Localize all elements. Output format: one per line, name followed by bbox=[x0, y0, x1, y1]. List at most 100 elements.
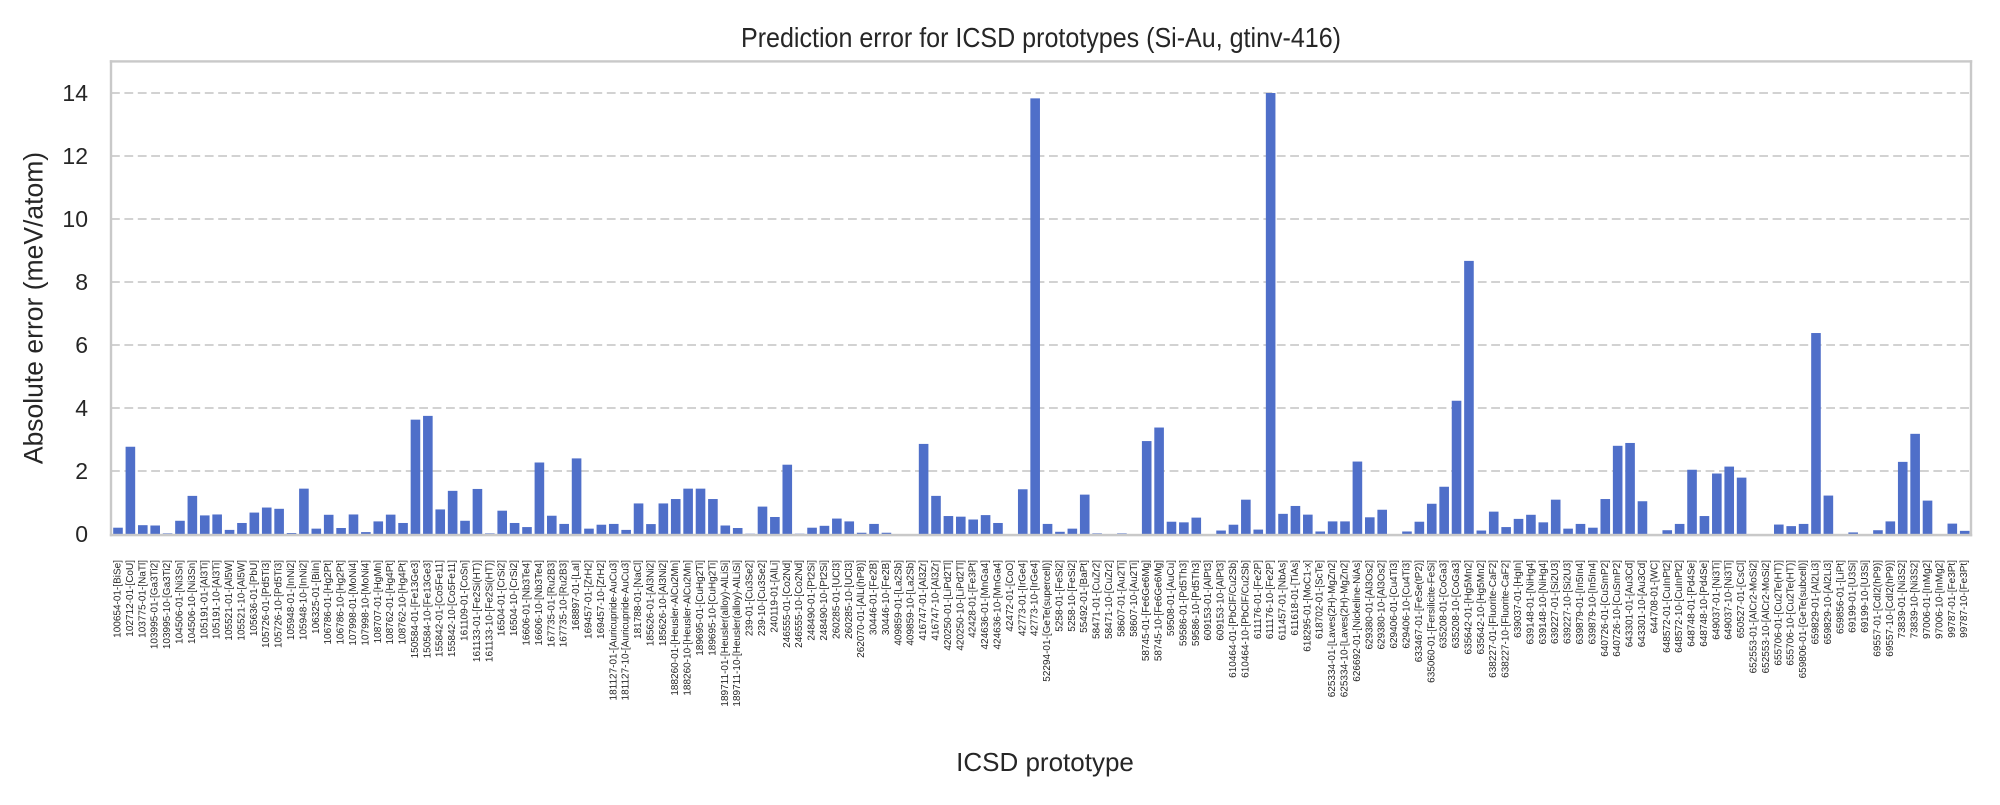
svg-text:424636-01-[MnGa4]: 424636-01-[MnGa4] bbox=[980, 560, 991, 650]
svg-text:161133-10-[Fe2Si(HT)]: 161133-10-[Fe2Si(HT)] bbox=[484, 560, 495, 662]
svg-text:99787-01-[Fe3Pt]: 99787-01-[Fe3Pt] bbox=[1947, 560, 1958, 638]
svg-text:Prediction error for ICSD prot: Prediction error for ICSD prototypes (Si… bbox=[741, 22, 1341, 53]
svg-text:639879-10-[In5In4]: 639879-10-[In5In4] bbox=[1587, 560, 1598, 645]
svg-text:246555-10-[Co2Nd]: 246555-10-[Co2Nd] bbox=[794, 560, 805, 648]
svg-text:655706-01-[Cu2Te(HT)]: 655706-01-[Cu2Te(HT)] bbox=[1773, 560, 1784, 666]
svg-text:185626-01-[Al3Ni2]: 185626-01-[Al3Ni2] bbox=[645, 560, 656, 646]
svg-text:611618-01-[TiAs]: 611618-01-[TiAs] bbox=[1290, 560, 1301, 636]
svg-text:188260-10-[Heusler-AlCu2Mn]: 188260-10-[Heusler-AlCu2Mn] bbox=[683, 560, 694, 696]
svg-text:650527-01-[CsCl]: 650527-01-[CsCl] bbox=[1736, 560, 1747, 639]
svg-text:104506-10-[Ni3Sn]: 104506-10-[Ni3Sn] bbox=[187, 560, 198, 644]
svg-text:30446-01-[Fe2B]: 30446-01-[Fe2B] bbox=[869, 560, 880, 635]
svg-text:420250-01-[LiPd2Tl]: 420250-01-[LiPd2Tl] bbox=[943, 560, 954, 651]
svg-text:648572-10-[CuInPt2]: 648572-10-[CuInPt2] bbox=[1674, 560, 1685, 653]
svg-text:69557-01-[CdI2(hP9)]: 69557-01-[CdI2(hP9)] bbox=[1872, 560, 1883, 657]
svg-text:58607-01-[Au2Ti]: 58607-01-[Au2Ti] bbox=[1116, 560, 1127, 637]
svg-text:58745-01-[Fe6Ge6Mg]: 58745-01-[Fe6Ge6Mg] bbox=[1141, 560, 1152, 661]
svg-text:648572-01-[CuInPt2]: 648572-01-[CuInPt2] bbox=[1662, 560, 1673, 653]
svg-text:181788-01-[NaCl]: 181788-01-[NaCl] bbox=[633, 560, 644, 639]
svg-text:659829-10-[Al2Li3]: 659829-10-[Al2Li3] bbox=[1823, 560, 1834, 645]
svg-text:625334-01-[Laves(2H)-MgZn2]: 625334-01-[Laves(2H)-MgZn2] bbox=[1327, 560, 1338, 698]
svg-text:104506-01-[Ni3Sn]: 104506-01-[Ni3Sn] bbox=[174, 560, 185, 644]
svg-text:103995-01-[Ga3Ti2]: 103995-01-[Ga3Ti2] bbox=[150, 560, 161, 649]
svg-text:181127-01-[Auricupride-AuCu3]: 181127-01-[Auricupride-AuCu3] bbox=[608, 560, 619, 701]
svg-text:2: 2 bbox=[75, 458, 88, 484]
svg-text:59586-10-[Pd5Th3]: 59586-10-[Pd5Th3] bbox=[1191, 560, 1202, 646]
svg-text:635060-01-[Fersilicite-FeSi]: 635060-01-[Fersilicite-FeSi] bbox=[1426, 560, 1437, 683]
svg-text:609153-10-[AlPt3]: 609153-10-[AlPt3] bbox=[1216, 560, 1227, 641]
svg-text:73839-10-[Ni3S2]: 73839-10-[Ni3S2] bbox=[1910, 560, 1921, 639]
svg-text:652553-10-[AlCr2-MoSi2]: 652553-10-[AlCr2-MoSi2] bbox=[1761, 560, 1772, 674]
svg-text:106786-01-[Hg2Pt]: 106786-01-[Hg2Pt] bbox=[323, 560, 334, 645]
svg-text:161109-01-[CoSn]: 161109-01-[CoSn] bbox=[460, 560, 471, 641]
svg-text:107998-01-[MoNi4]: 107998-01-[MoNi4] bbox=[348, 560, 359, 646]
svg-text:59586-01-[Pd5Th3]: 59586-01-[Pd5Th3] bbox=[1178, 560, 1189, 646]
svg-text:105521-01-[Al5W]: 105521-01-[Al5W] bbox=[224, 560, 235, 641]
svg-text:639037-01-[HgIn]: 639037-01-[HgIn] bbox=[1513, 560, 1524, 638]
svg-text:189711-01-[Heusler(alloy)-AlLi: 189711-01-[Heusler(alloy)-AlLiSi] bbox=[720, 560, 731, 707]
svg-text:649037-01-[Ni3Ti]: 649037-01-[Ni3Ti] bbox=[1711, 560, 1722, 640]
svg-text:69557-10-[CdI2(hP9)]: 69557-10-[CdI2(hP9)] bbox=[1885, 560, 1896, 657]
svg-text:42773-10-[IrGe4]: 42773-10-[IrGe4] bbox=[1030, 560, 1041, 636]
svg-text:5258-10-[FeSi2]: 5258-10-[FeSi2] bbox=[1067, 560, 1078, 632]
svg-text:107998-10-[MoNi4]: 107998-10-[MoNi4] bbox=[360, 560, 371, 646]
svg-text:640726-10-[CuSmP2]: 640726-10-[CuSmP2] bbox=[1612, 560, 1623, 657]
svg-text:189711-10-[Heusler(alloy)-AlLi: 189711-10-[Heusler(alloy)-AlLiSi] bbox=[732, 560, 743, 707]
svg-text:638227-10-[Fluorite-CaF2]: 638227-10-[Fluorite-CaF2] bbox=[1501, 560, 1512, 678]
svg-text:181127-10-[Auricupride-AuCu3]: 181127-10-[Auricupride-AuCu3] bbox=[621, 560, 632, 701]
svg-text:105948-10-[InNi2]: 105948-10-[InNi2] bbox=[298, 560, 309, 640]
svg-text:108762-01-[Hg4Pt]: 108762-01-[Hg4Pt] bbox=[385, 560, 396, 645]
svg-text:6: 6 bbox=[75, 332, 88, 358]
svg-text:655706-10-[Cu2Te(HT)]: 655706-10-[Cu2Te(HT)] bbox=[1786, 560, 1797, 666]
svg-text:155842-01-[Co5Fe11]: 155842-01-[Co5Fe11] bbox=[435, 560, 446, 657]
svg-text:97006-01-[InMg2]: 97006-01-[InMg2] bbox=[1922, 560, 1933, 639]
svg-text:58471-01-[CuZr2]: 58471-01-[CuZr2] bbox=[1092, 560, 1103, 639]
svg-text:42428-01-[Fe3Pt]: 42428-01-[Fe3Pt] bbox=[968, 560, 979, 638]
svg-text:52294-01-[GeTe(supercell)]: 52294-01-[GeTe(supercell)] bbox=[1042, 560, 1053, 682]
svg-text:69199-10-[U3Si]: 69199-10-[U3Si] bbox=[1860, 560, 1871, 633]
svg-text:16504-01-[CrSi2]: 16504-01-[CrSi2] bbox=[497, 560, 508, 636]
svg-text:629406-01-[Cu4Ti3]: 629406-01-[Cu4Ti3] bbox=[1389, 560, 1400, 649]
svg-text:638227-01-[Fluorite-CaF2]: 638227-01-[Fluorite-CaF2] bbox=[1488, 560, 1499, 678]
svg-text:161133-01-[Fe2Si(HT)]: 161133-01-[Fe2Si(HT)] bbox=[472, 560, 483, 662]
svg-text:169457-01-[ZrH2]: 169457-01-[ZrH2] bbox=[583, 560, 594, 639]
svg-text:4: 4 bbox=[75, 395, 88, 421]
svg-text:100654-01-[BiSe]: 100654-01-[BiSe] bbox=[113, 560, 124, 638]
svg-text:99787-10-[Fe3Pt]: 99787-10-[Fe3Pt] bbox=[1959, 560, 1970, 638]
svg-text:14: 14 bbox=[62, 80, 88, 106]
svg-text:629380-01-[Al3Os2]: 629380-01-[Al3Os2] bbox=[1364, 560, 1375, 650]
svg-text:639148-10-[NiHg4]: 639148-10-[NiHg4] bbox=[1538, 560, 1549, 645]
svg-text:240119-01-[AlLi]: 240119-01-[AlLi] bbox=[769, 560, 780, 633]
svg-text:409859-01-[La2Sb]: 409859-01-[La2Sb] bbox=[893, 560, 904, 646]
svg-text:649037-10-[Ni3Ti]: 649037-10-[Ni3Ti] bbox=[1724, 560, 1735, 640]
svg-text:42472-01-[CoO]: 42472-01-[CoO] bbox=[1005, 560, 1016, 632]
svg-text:635642-10-[Hg5Mn2]: 635642-10-[Hg5Mn2] bbox=[1476, 560, 1487, 655]
svg-text:409859-10-[La2Sb]: 409859-10-[La2Sb] bbox=[906, 560, 917, 646]
svg-text:611176-10-[Fe2P]: 611176-10-[Fe2P] bbox=[1265, 560, 1276, 639]
svg-text:102712-01-[CoU]: 102712-01-[CoU] bbox=[125, 560, 136, 637]
svg-text:635208-01-[CoGa3]: 635208-01-[CoGa3] bbox=[1439, 560, 1450, 649]
svg-text:611457-01-[NbAs]: 611457-01-[NbAs] bbox=[1278, 560, 1289, 641]
svg-text:188260-01-[Heusler-AlCu2Mn]: 188260-01-[Heusler-AlCu2Mn] bbox=[670, 560, 681, 696]
svg-text:648748-01-[Pd4Se]: 648748-01-[Pd4Se] bbox=[1687, 560, 1698, 647]
svg-text:59508-01-[AuCu]: 59508-01-[AuCu] bbox=[1166, 560, 1177, 636]
svg-text:ICSD prototype: ICSD prototype bbox=[956, 747, 1134, 777]
svg-text:246555-01-[Co2Nd]: 246555-01-[Co2Nd] bbox=[782, 560, 793, 648]
svg-text:639227-01-[Si2U3]: 639227-01-[Si2U3] bbox=[1550, 560, 1561, 644]
svg-text:640726-01-[CuSmP2]: 640726-01-[CuSmP2] bbox=[1600, 560, 1611, 657]
svg-text:105636-01-[PbU]: 105636-01-[PbU] bbox=[249, 560, 260, 636]
svg-text:73839-01-[Ni3S2]: 73839-01-[Ni3S2] bbox=[1897, 560, 1908, 639]
svg-text:610464-10-[PbClF/Cu2Sb]: 610464-10-[PbClF/Cu2Sb] bbox=[1240, 560, 1251, 678]
svg-text:58607-10-[Au2Ti]: 58607-10-[Au2Ti] bbox=[1129, 560, 1140, 637]
svg-text:42773-01-[IrGe4]: 42773-01-[IrGe4] bbox=[1017, 560, 1028, 636]
svg-text:652553-01-[AlCr2-MoSi2]: 652553-01-[AlCr2-MoSi2] bbox=[1749, 560, 1760, 674]
svg-text:260285-10-[UCl3]: 260285-10-[UCl3] bbox=[844, 560, 855, 639]
svg-text:150584-01-[Fe13Ge3]: 150584-01-[Fe13Ge3] bbox=[410, 560, 421, 659]
svg-text:611176-01-[Fe2P]: 611176-01-[Fe2P] bbox=[1253, 560, 1264, 639]
svg-text:0: 0 bbox=[75, 521, 88, 547]
svg-text:108762-10-[Hg4Pt]: 108762-10-[Hg4Pt] bbox=[398, 560, 409, 645]
svg-text:635208-10-[CoGa3]: 635208-10-[CoGa3] bbox=[1451, 560, 1462, 649]
svg-text:424636-10-[MnGa4]: 424636-10-[MnGa4] bbox=[992, 560, 1003, 650]
svg-text:625334-10-[Laves(2H)-MgZn2]: 625334-10-[Laves(2H)-MgZn2] bbox=[1340, 560, 1351, 698]
svg-text:659856-01-[LiPt]: 659856-01-[LiPt] bbox=[1835, 560, 1846, 634]
